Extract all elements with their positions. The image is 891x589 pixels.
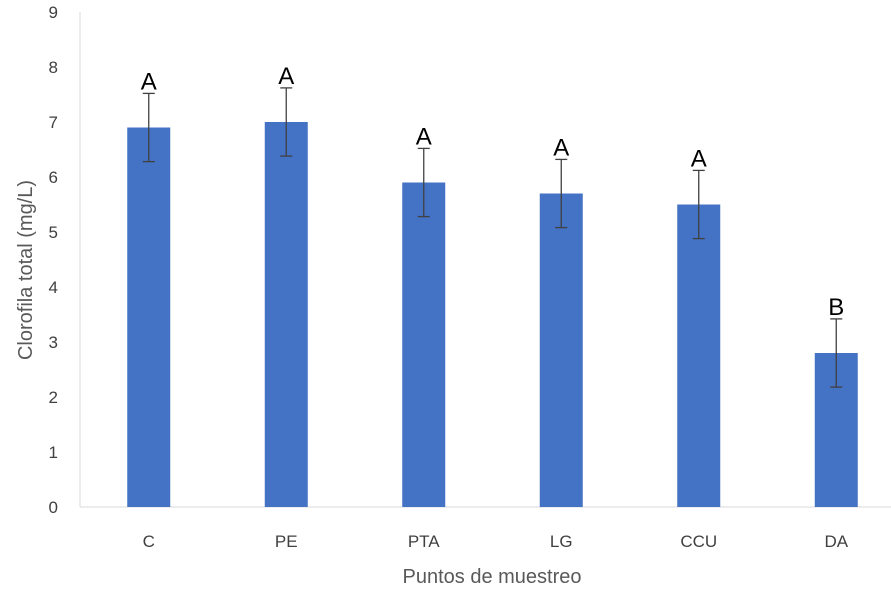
x-tick-label: PTA [408,532,440,551]
y-tick-label: 9 [49,3,58,22]
x-tick-label: DA [824,532,848,551]
significance-label: A [141,68,157,95]
y-tick-label: 5 [49,223,58,242]
error-bars-group [142,87,843,388]
x-tick-label: PE [275,532,298,551]
y-tick-label: 3 [49,333,58,352]
error-bar [280,87,293,157]
bar-ccu [677,204,721,507]
y-tick-label: 7 [49,113,58,132]
y-axis-title-group: Clorofila total (mg/L) [15,180,37,360]
y-tick-label: 6 [49,168,58,187]
y-tick-label: 0 [49,498,58,517]
error-bar [555,158,568,229]
y-tick-label: 4 [49,278,58,297]
x-tick-label: CCU [680,532,717,551]
error-bar [692,169,705,240]
y-tick-label: 1 [49,443,58,462]
bar-lg [539,193,583,507]
error-bar [830,318,843,388]
significance-label: A [553,134,569,161]
y-tick-labels: 0 1 2 3 4 5 6 7 8 9 [49,3,58,517]
significance-label: A [416,123,432,150]
error-bar [142,92,155,163]
error-bar [417,147,430,218]
x-tick-label: C [143,532,155,551]
significance-label: B [828,294,844,321]
significance-label: A [691,145,707,172]
bars-group [127,122,858,507]
y-tick-label: 8 [49,58,58,77]
y-axis-title: Clorofila total (mg/L) [15,180,37,360]
x-tick-label: LG [550,532,573,551]
x-axis-title: Puntos de muestreo [403,566,582,588]
bar-pe [264,122,308,507]
x-tick-labels: C PE PTA LG CCU DA [143,532,849,551]
significance-label: A [278,63,294,90]
bar-pta [402,182,446,507]
y-tick-label: 2 [49,388,58,407]
significance-labels-group: A A A A A B [141,63,845,321]
bar-c [127,127,171,507]
